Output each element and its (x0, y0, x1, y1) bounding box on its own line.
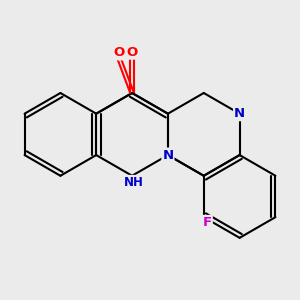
Text: F: F (203, 216, 212, 229)
Text: O: O (127, 46, 138, 59)
Text: O: O (113, 46, 124, 59)
Text: N: N (162, 148, 173, 162)
Text: N: N (234, 107, 245, 120)
Text: NH: NH (124, 176, 144, 189)
